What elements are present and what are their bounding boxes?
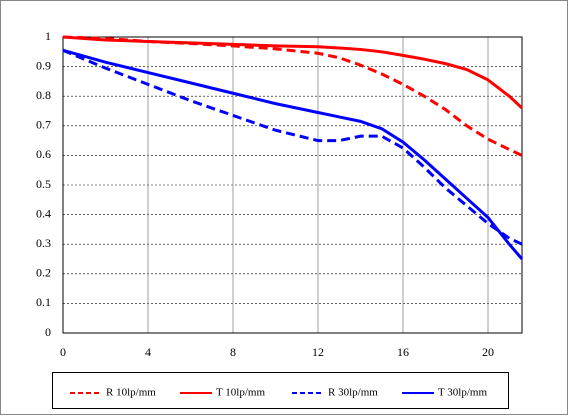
y-tick-label: 0.8 — [36, 88, 51, 102]
x-tick-label: 12 — [312, 345, 324, 359]
y-tick-label: 0.5 — [36, 177, 51, 191]
x-tick-label: 20 — [482, 345, 494, 359]
series-line — [62, 35, 524, 110]
legend-label: T 30lp/mm — [438, 387, 487, 399]
legend-label: R 10lp/mm — [106, 387, 156, 399]
y-tick-label: 0.9 — [36, 58, 51, 72]
series-line — [62, 48, 523, 246]
y-tick-label: 0.2 — [36, 266, 51, 280]
x-tick-label: 0 — [60, 345, 66, 359]
y-tick-label: 0.7 — [36, 118, 51, 132]
legend-label: T 10lp/mm — [216, 387, 265, 399]
legend-label: R 30lp/mm — [328, 387, 378, 399]
y-tick-label: 1 — [45, 29, 51, 43]
legend-box — [52, 372, 509, 409]
x-tick-label: 8 — [230, 345, 236, 359]
series-line — [62, 48, 524, 260]
y-tick-label: 0.6 — [36, 147, 51, 161]
x-tick-label: 4 — [145, 345, 151, 359]
y-tick-label: 0.3 — [36, 236, 51, 250]
y-tick-label: 0.4 — [36, 206, 51, 220]
plot-border — [62, 36, 523, 334]
x-tick-label: 16 — [397, 345, 409, 359]
y-tick-label: 0 — [45, 325, 51, 339]
y-tick-label: 0.1 — [36, 295, 51, 309]
